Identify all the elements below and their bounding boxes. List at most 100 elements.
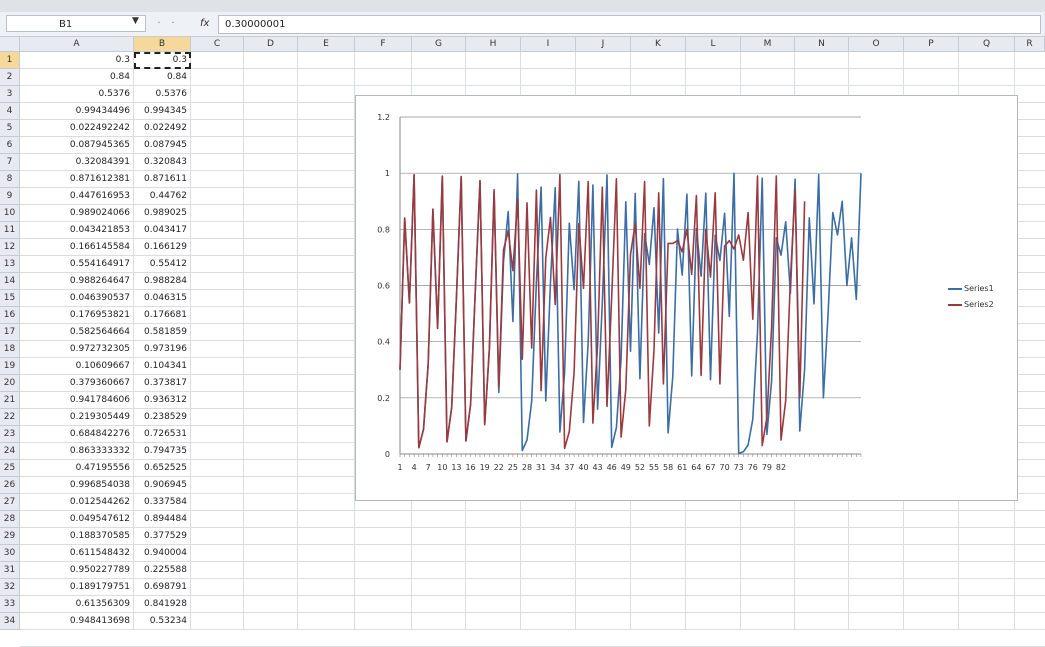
row-header[interactable]: 34 [0,613,20,630]
cell-a[interactable]: 0.950227789 [69,565,130,575]
cell-b[interactable]: 0.166129 [144,242,187,252]
cell-b[interactable]: 0.936312 [144,395,187,405]
column-header-f[interactable]: F [355,37,412,52]
row-header[interactable]: 15 [0,290,20,307]
row-header[interactable]: 2 [0,69,20,86]
row-header[interactable]: 5 [0,120,20,137]
cell-b[interactable]: 0.973196 [144,344,187,354]
cell-a[interactable]: 0.863333332 [69,446,130,456]
cell-a[interactable]: 0.32084391 [75,157,130,167]
cell-b[interactable]: 0.3 [172,55,187,65]
line-chart[interactable]: 0 0.2 0.4 0.6 0.8 1 1.2 1 4 7 10 13 16 19 22 25 28 31 34 37… [355,95,1018,501]
row-header[interactable]: 26 [0,477,20,494]
row-header[interactable]: 1 [0,52,20,69]
row-header[interactable]: 31 [0,562,20,579]
cell-b[interactable]: 0.043417 [144,225,187,235]
row-header[interactable]: 10 [0,205,20,222]
cell-b[interactable]: 0.087945 [144,140,187,150]
row-header[interactable]: 14 [0,273,20,290]
cell-a[interactable]: 0.188370585 [69,531,130,541]
row-header[interactable]: 19 [0,358,20,375]
column-header-o[interactable]: O [849,37,904,52]
row-header[interactable]: 30 [0,545,20,562]
row-header[interactable]: 13 [0,256,20,273]
column-header-n[interactable]: N [795,37,849,52]
row-header[interactable]: 6 [0,137,20,154]
cell-b[interactable]: 0.698791 [144,582,187,592]
cell-a[interactable]: 0.046390537 [69,293,130,303]
name-box[interactable]: B1 [6,15,146,32]
cell-a[interactable]: 0.99434496 [75,106,130,116]
cell-b[interactable]: 0.994345 [144,106,187,116]
cell-b[interactable]: 0.652525 [144,463,187,473]
row-header[interactable]: 12 [0,239,20,256]
cell-a[interactable]: 0.611548432 [69,548,130,558]
cell-b[interactable]: 0.53234 [149,616,187,626]
row-header[interactable]: 18 [0,341,20,358]
insert-function-icon[interactable]: fx [200,18,210,29]
column-header-d[interactable]: D [244,37,298,52]
cell-b[interactable]: 0.225588 [144,565,187,575]
cell-a[interactable]: 0.941784606 [69,395,130,405]
row-header[interactable]: 20 [0,375,20,392]
column-header-l[interactable]: L [686,37,741,52]
cell-b[interactable]: 0.046315 [144,293,187,303]
cell-a[interactable]: 0.10609667 [75,361,130,371]
cell-a[interactable]: 0.554164917 [69,259,130,269]
row-header[interactable]: 7 [0,154,20,171]
cell-a[interactable]: 0.871612381 [69,174,130,184]
cell-a[interactable]: 0.3 [115,55,130,65]
cell-b[interactable]: 0.320843 [144,157,187,167]
column-header-r[interactable]: R [1015,37,1045,52]
cancel-icon[interactable]: · [157,18,161,29]
row-header[interactable]: 29 [0,528,20,545]
cell-a[interactable]: 0.582564664 [69,327,130,337]
row-header[interactable]: 21 [0,392,20,409]
cell-b[interactable]: 0.940004 [144,548,187,558]
column-header-g[interactable]: G [412,37,466,52]
cell-a[interactable]: 0.684842276 [69,429,130,439]
cell-b[interactable]: 0.44762 [149,191,187,201]
select-all-corner[interactable] [0,37,20,52]
row-header[interactable]: 23 [0,426,20,443]
cell-a[interactable]: 0.948413698 [69,616,130,626]
row-header[interactable]: 33 [0,596,20,613]
row-header[interactable]: 32 [0,579,20,596]
cell-a[interactable]: 0.5376 [98,89,131,99]
row-header[interactable]: 8 [0,171,20,188]
column-header-a[interactable]: A [20,37,134,52]
column-header-c[interactable]: C [191,37,244,52]
cell-b[interactable]: 0.022492 [144,123,187,133]
cell-a[interactable]: 0.988264647 [69,276,130,286]
cell-b[interactable]: 0.794735 [144,446,187,456]
column-header-m[interactable]: M [741,37,795,52]
cell-b[interactable]: 0.84 [166,72,187,82]
cell-a[interactable]: 0.189179751 [69,582,130,592]
column-header-q[interactable]: Q [959,37,1015,52]
cell-a[interactable]: 0.47195556 [75,463,130,473]
row-header[interactable]: 3 [0,86,20,103]
cell-b[interactable]: 0.841928 [144,599,187,609]
cell-b[interactable]: 0.906945 [144,480,187,490]
row-header[interactable]: 4 [0,103,20,120]
cell-a[interactable]: 0.022492242 [69,123,130,133]
cell-a[interactable]: 0.996854038 [69,480,130,490]
cell-b[interactable]: 0.55412 [149,259,187,269]
cell-a[interactable]: 0.012544262 [69,497,130,507]
row-header[interactable]: 28 [0,511,20,528]
cell-a[interactable]: 0.166145584 [69,242,130,252]
cell-a[interactable]: 0.84 [109,72,130,82]
cell-b[interactable]: 0.871611 [144,174,187,184]
cell-b[interactable]: 0.988284 [144,276,187,286]
cell-a[interactable]: 0.219305449 [69,412,130,422]
column-header-j[interactable]: J [576,37,631,52]
row-header[interactable]: 11 [0,222,20,239]
cell-b[interactable]: 0.238529 [144,412,187,422]
row-header[interactable]: 16 [0,307,20,324]
cell-a[interactable]: 0.989024066 [69,208,130,218]
cell-b[interactable]: 0.337584 [144,497,187,507]
column-header-e[interactable]: E [298,37,355,52]
column-header-p[interactable]: P [904,37,959,52]
row-header[interactable]: 17 [0,324,20,341]
cell-b[interactable]: 0.581859 [144,327,187,337]
